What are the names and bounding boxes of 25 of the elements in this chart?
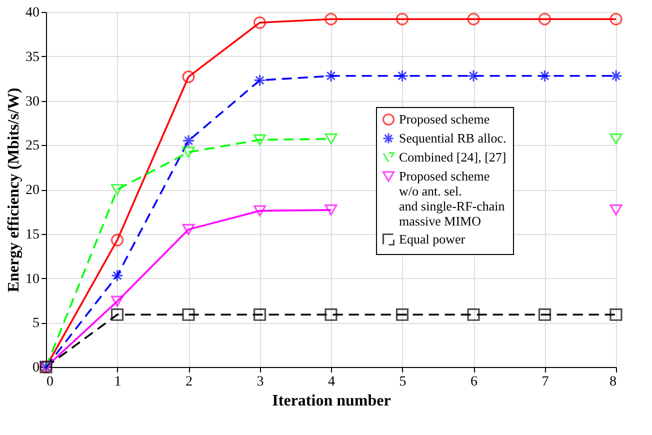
- x-tick-label: 1: [114, 374, 122, 390]
- y-tick-label: 10: [26, 272, 40, 287]
- y-tick-label: 5: [32, 316, 40, 332]
- legend-label: Proposed scheme w/o ant. sel. and single-RF-chain massive MIMO: [399, 168, 506, 228]
- y-tick-label: 35: [26, 50, 40, 65]
- x-tick-label: 2: [186, 374, 192, 390]
- x-tick-label: 8: [610, 374, 616, 390]
- legend-label: Combined [24], [27]: [399, 150, 506, 164]
- legend-label: Sequential RB alloc.: [399, 130, 506, 146]
- legend-label: Equal power: [399, 232, 466, 246]
- y-axis-title: Energy efficiency (Mbits/s/W): [6, 88, 22, 292]
- x-tick-label: 6: [470, 374, 478, 390]
- x-tick-label: 5: [399, 374, 406, 390]
- x-tick-label: 3: [256, 374, 264, 390]
- x-tick-label: 4: [328, 374, 335, 390]
- y-tick-label: 20: [26, 183, 40, 198]
- y-tick-label: 15: [26, 227, 40, 242]
- x-axis-title: Iteration number: [272, 392, 391, 410]
- legend-label: Proposed scheme: [399, 112, 490, 126]
- y-tick-label: 25: [26, 138, 40, 154]
- y-tick-label: 30: [26, 94, 40, 110]
- x-tick-label: 7: [542, 374, 549, 390]
- x-tick-label: 0: [46, 374, 54, 390]
- y-tick-label: 0: [32, 360, 40, 376]
- y-tick-label: 40: [26, 6, 40, 20]
